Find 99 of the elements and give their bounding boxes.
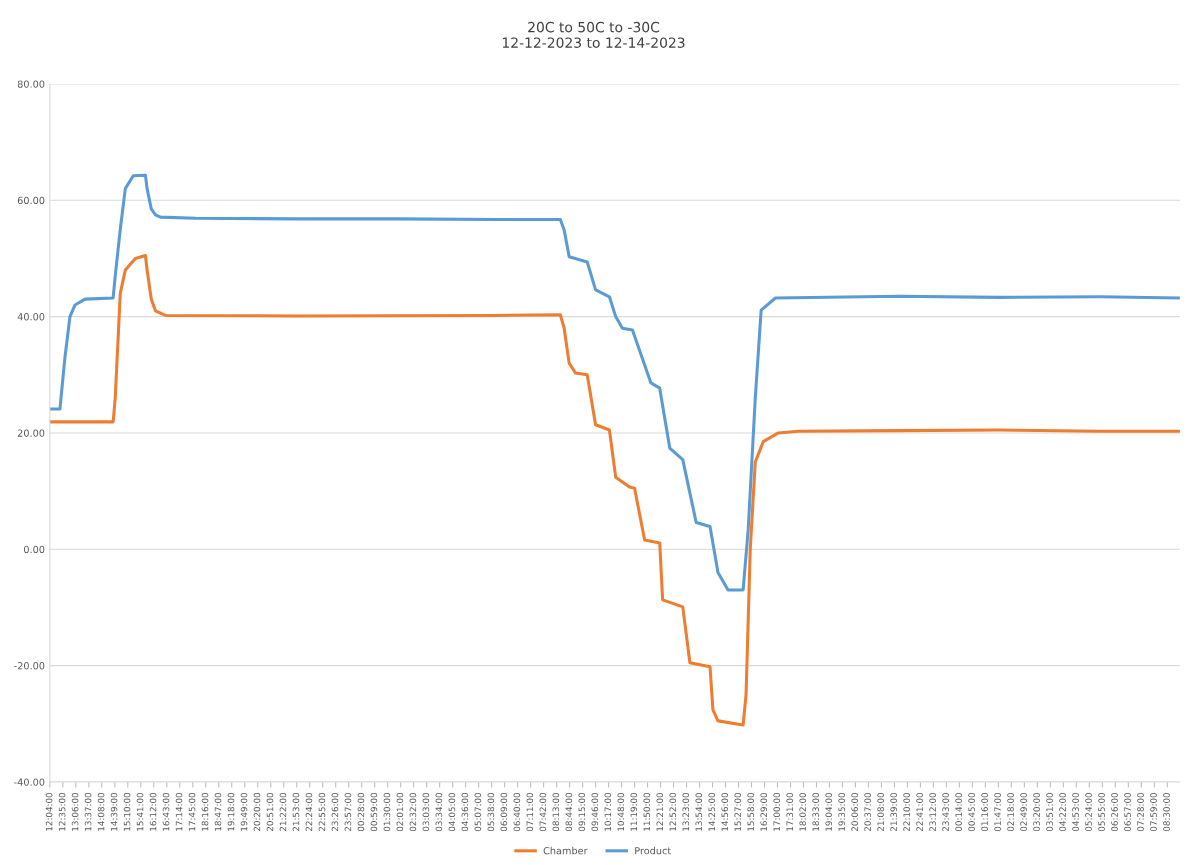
x-tick-label: 13:23:00 [682, 792, 690, 831]
x-tick-label: 15:58:00 [747, 792, 755, 831]
x-tick-label: 01:30:00 [383, 792, 391, 832]
y-tick-label: 20.00 [17, 429, 45, 437]
x-tick-label: 06:09:00 [500, 792, 508, 832]
line-series [49, 173, 1180, 592]
x-tick-label: 08:30:00 [1163, 792, 1170, 832]
x-tick-label: 17:45:00 [188, 792, 196, 831]
x-tick-label: 21:53:00 [292, 792, 300, 832]
x-tick-label: 23:57:00 [344, 792, 352, 832]
x-tick-label: 17:00:00 [773, 792, 781, 831]
x-tick-label: 16:43:00 [162, 792, 170, 831]
x-tick-label: 18:47:00 [214, 792, 222, 831]
legend-label: Product [635, 846, 671, 855]
x-tick-label: 03:51:00 [1046, 792, 1053, 832]
x-tick-label: 04:36:00 [461, 792, 469, 832]
x-tick-label: 09:15:00 [578, 792, 586, 832]
x-tick-label: 22:41:00 [916, 792, 923, 832]
x-tick-label: 00:59:00 [370, 792, 378, 832]
x-tick-label: 19:18:00 [227, 792, 235, 831]
x-tick-label: 07:11:00 [526, 792, 534, 832]
x-tick-label: 07:28:00 [1137, 792, 1144, 832]
x-tick-label: 01:16:00 [981, 792, 988, 832]
x-tick-label: 05:24:00 [1085, 792, 1092, 832]
x-tick-label: 07:59:00 [1150, 792, 1157, 832]
y-tick-label: -40.00 [14, 778, 45, 786]
x-tick-label: 12:35:00 [58, 792, 66, 831]
x-tick-label: 20:37:00 [864, 792, 871, 832]
x-tick-label: 11:19:00 [630, 792, 638, 831]
y-tick-label: 40.00 [17, 313, 45, 321]
x-tick-label: 01:47:00 [994, 792, 1001, 832]
x-tick-label: 07:42:00 [539, 792, 547, 832]
x-tick-label: 23:26:00 [331, 792, 339, 832]
x-tick-label: 14:39:00 [110, 792, 118, 831]
x-tick-label: 06:26:00 [1111, 792, 1118, 832]
x-tick-label: 03:20:00 [1033, 792, 1040, 832]
x-tick-label: 02:18:00 [1007, 792, 1014, 832]
x-tick-label: 06:57:00 [1124, 792, 1131, 832]
x-tick-label: 14:56:00 [721, 792, 729, 831]
y-tick-label: 60.00 [17, 196, 45, 205]
x-tick-label: 14:08:00 [97, 792, 105, 831]
x-tick-label: 02:49:00 [1020, 792, 1027, 832]
x-tick-label: 13:37:00 [84, 792, 92, 831]
x-tick-label: 18:02:00 [799, 792, 807, 831]
x-tick-label: 04:05:00 [448, 792, 456, 832]
x-tick-label: 10:48:00 [617, 792, 625, 831]
x-tick-label: 20:20:00 [253, 792, 261, 832]
x-tick-label: 21:39:00 [890, 792, 897, 832]
x-tick-label: 20:51:00 [266, 792, 274, 832]
x-tick-label: 19:35:00 [838, 792, 845, 831]
x-tick-label: 21:22:00 [279, 792, 287, 832]
x-tick-label: 16:29:00 [760, 792, 768, 831]
x-tick-label: 17:31:00 [786, 792, 794, 831]
x-tick-label: 16:12:00 [149, 792, 157, 831]
x-tick-label: 05:38:00 [487, 792, 495, 832]
x-tick-label: 19:04:00 [825, 792, 833, 831]
x-tick-label: 14:25:00 [708, 792, 716, 831]
x-tick-label: 11:50:00 [643, 792, 651, 831]
legend-label: Chamber [543, 846, 588, 855]
x-tick-label: 20:06:00 [851, 792, 858, 832]
x-tick-label: 18:16:00 [201, 792, 209, 831]
x-tick-label: 03:34:00 [435, 792, 443, 832]
x-tick-label: 15:41:00 [136, 792, 144, 831]
y-tick-label: 80.00 [17, 80, 45, 88]
x-tick-label: 12:04:00 [45, 792, 53, 831]
x-tick-label: 23:12:00 [929, 792, 936, 832]
x-tick-label: 06:40:00 [513, 792, 521, 832]
x-tick-label: 21:08:00 [877, 792, 884, 832]
x-tick-label: 17:14:00 [175, 792, 183, 831]
x-tick-label: 04:22:00 [1059, 792, 1066, 832]
x-tick-label: 09:46:00 [591, 792, 599, 832]
x-tick-label: 22:10:00 [903, 792, 910, 832]
y-tick-label: -20.00 [14, 662, 45, 670]
x-tick-label: 02:01:00 [396, 792, 404, 832]
chart-title: 20C to 50C to -30C 12-12-2023 to 12-14-2023 [502, 21, 685, 48]
x-tick-label: 10:17:00 [604, 792, 612, 831]
x-tick-label: 13:54:00 [695, 792, 703, 831]
x-tick-label: 12:21:00 [656, 792, 664, 831]
x-tick-label: 23:43:00 [942, 792, 949, 832]
x-tick-label: 13:06:00 [71, 792, 79, 831]
x-tick-label: 05:55:00 [1098, 792, 1105, 832]
x-tick-label: 02:32:00 [409, 792, 417, 832]
line-series [49, 253, 1180, 727]
x-tick-label: 15:10:00 [123, 792, 131, 831]
x-tick-label: 04:53:00 [1072, 792, 1079, 832]
x-tick-label: 00:45:00 [968, 792, 975, 832]
x-tick-label: 08:44:00 [565, 792, 573, 832]
x-tick-label: 22:24:00 [305, 792, 313, 832]
x-tick-label: 05:07:00 [474, 792, 482, 832]
y-tick-label: 0.00 [23, 545, 45, 554]
x-tick-label: 15:27:00 [734, 792, 742, 831]
x-tick-label: 19:49:00 [240, 792, 248, 831]
x-tick-label: 00:14:00 [955, 792, 962, 832]
x-tick-label: 18:33:00 [812, 792, 820, 831]
x-tick-label: 03:03:00 [422, 792, 430, 832]
x-tick-label: 00:28:00 [357, 792, 365, 832]
x-tick-label: 12:52:00 [669, 792, 677, 831]
x-tick-label: 22:55:00 [318, 792, 326, 832]
x-tick-label: 08:13:00 [552, 792, 560, 832]
